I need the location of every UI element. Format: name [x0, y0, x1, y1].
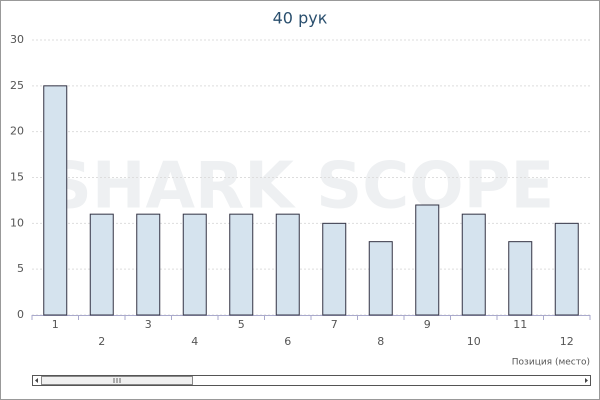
bar [508, 241, 533, 316]
x-tick-label: 2 [98, 335, 105, 348]
bar [43, 85, 68, 316]
bar [415, 204, 440, 316]
x-axis-label: Позиция (место) [512, 358, 590, 368]
y-tick-label: 10 [10, 216, 24, 229]
x-tick-label: 4 [191, 335, 198, 348]
x-tick-label: 6 [284, 335, 291, 348]
y-tick-label: 0 [17, 308, 24, 321]
x-tick-label: 7 [331, 318, 338, 331]
bar [368, 241, 393, 316]
y-tick-label: 20 [10, 125, 24, 138]
y-tick-label: 25 [10, 79, 24, 92]
y-tick-label: 30 [10, 33, 24, 46]
bar [275, 213, 300, 316]
x-tick-label: 10 [467, 335, 481, 348]
scrollbar[interactable] [32, 375, 591, 386]
y-tick-label: 5 [17, 262, 24, 275]
bar [322, 222, 347, 316]
bar [89, 213, 114, 316]
bar [461, 213, 486, 316]
watermark: SHARK SCOPE [46, 150, 554, 224]
bar [229, 213, 254, 316]
bar [136, 213, 161, 316]
chart-title: 40 рук [273, 9, 328, 28]
x-tick-label: 5 [238, 318, 245, 331]
x-tick-label: 1 [52, 318, 59, 331]
x-tick-label: 3 [145, 318, 152, 331]
scroll-grip [113, 378, 121, 383]
y-tick-label: 15 [10, 171, 24, 184]
x-tick-label: 8 [377, 335, 384, 348]
x-tick-label: 9 [424, 318, 431, 331]
bar [554, 222, 579, 316]
x-tick-label: 12 [560, 335, 574, 348]
bar [182, 213, 207, 316]
x-tick-label: 11 [513, 318, 527, 331]
scroll-track[interactable] [32, 375, 591, 386]
